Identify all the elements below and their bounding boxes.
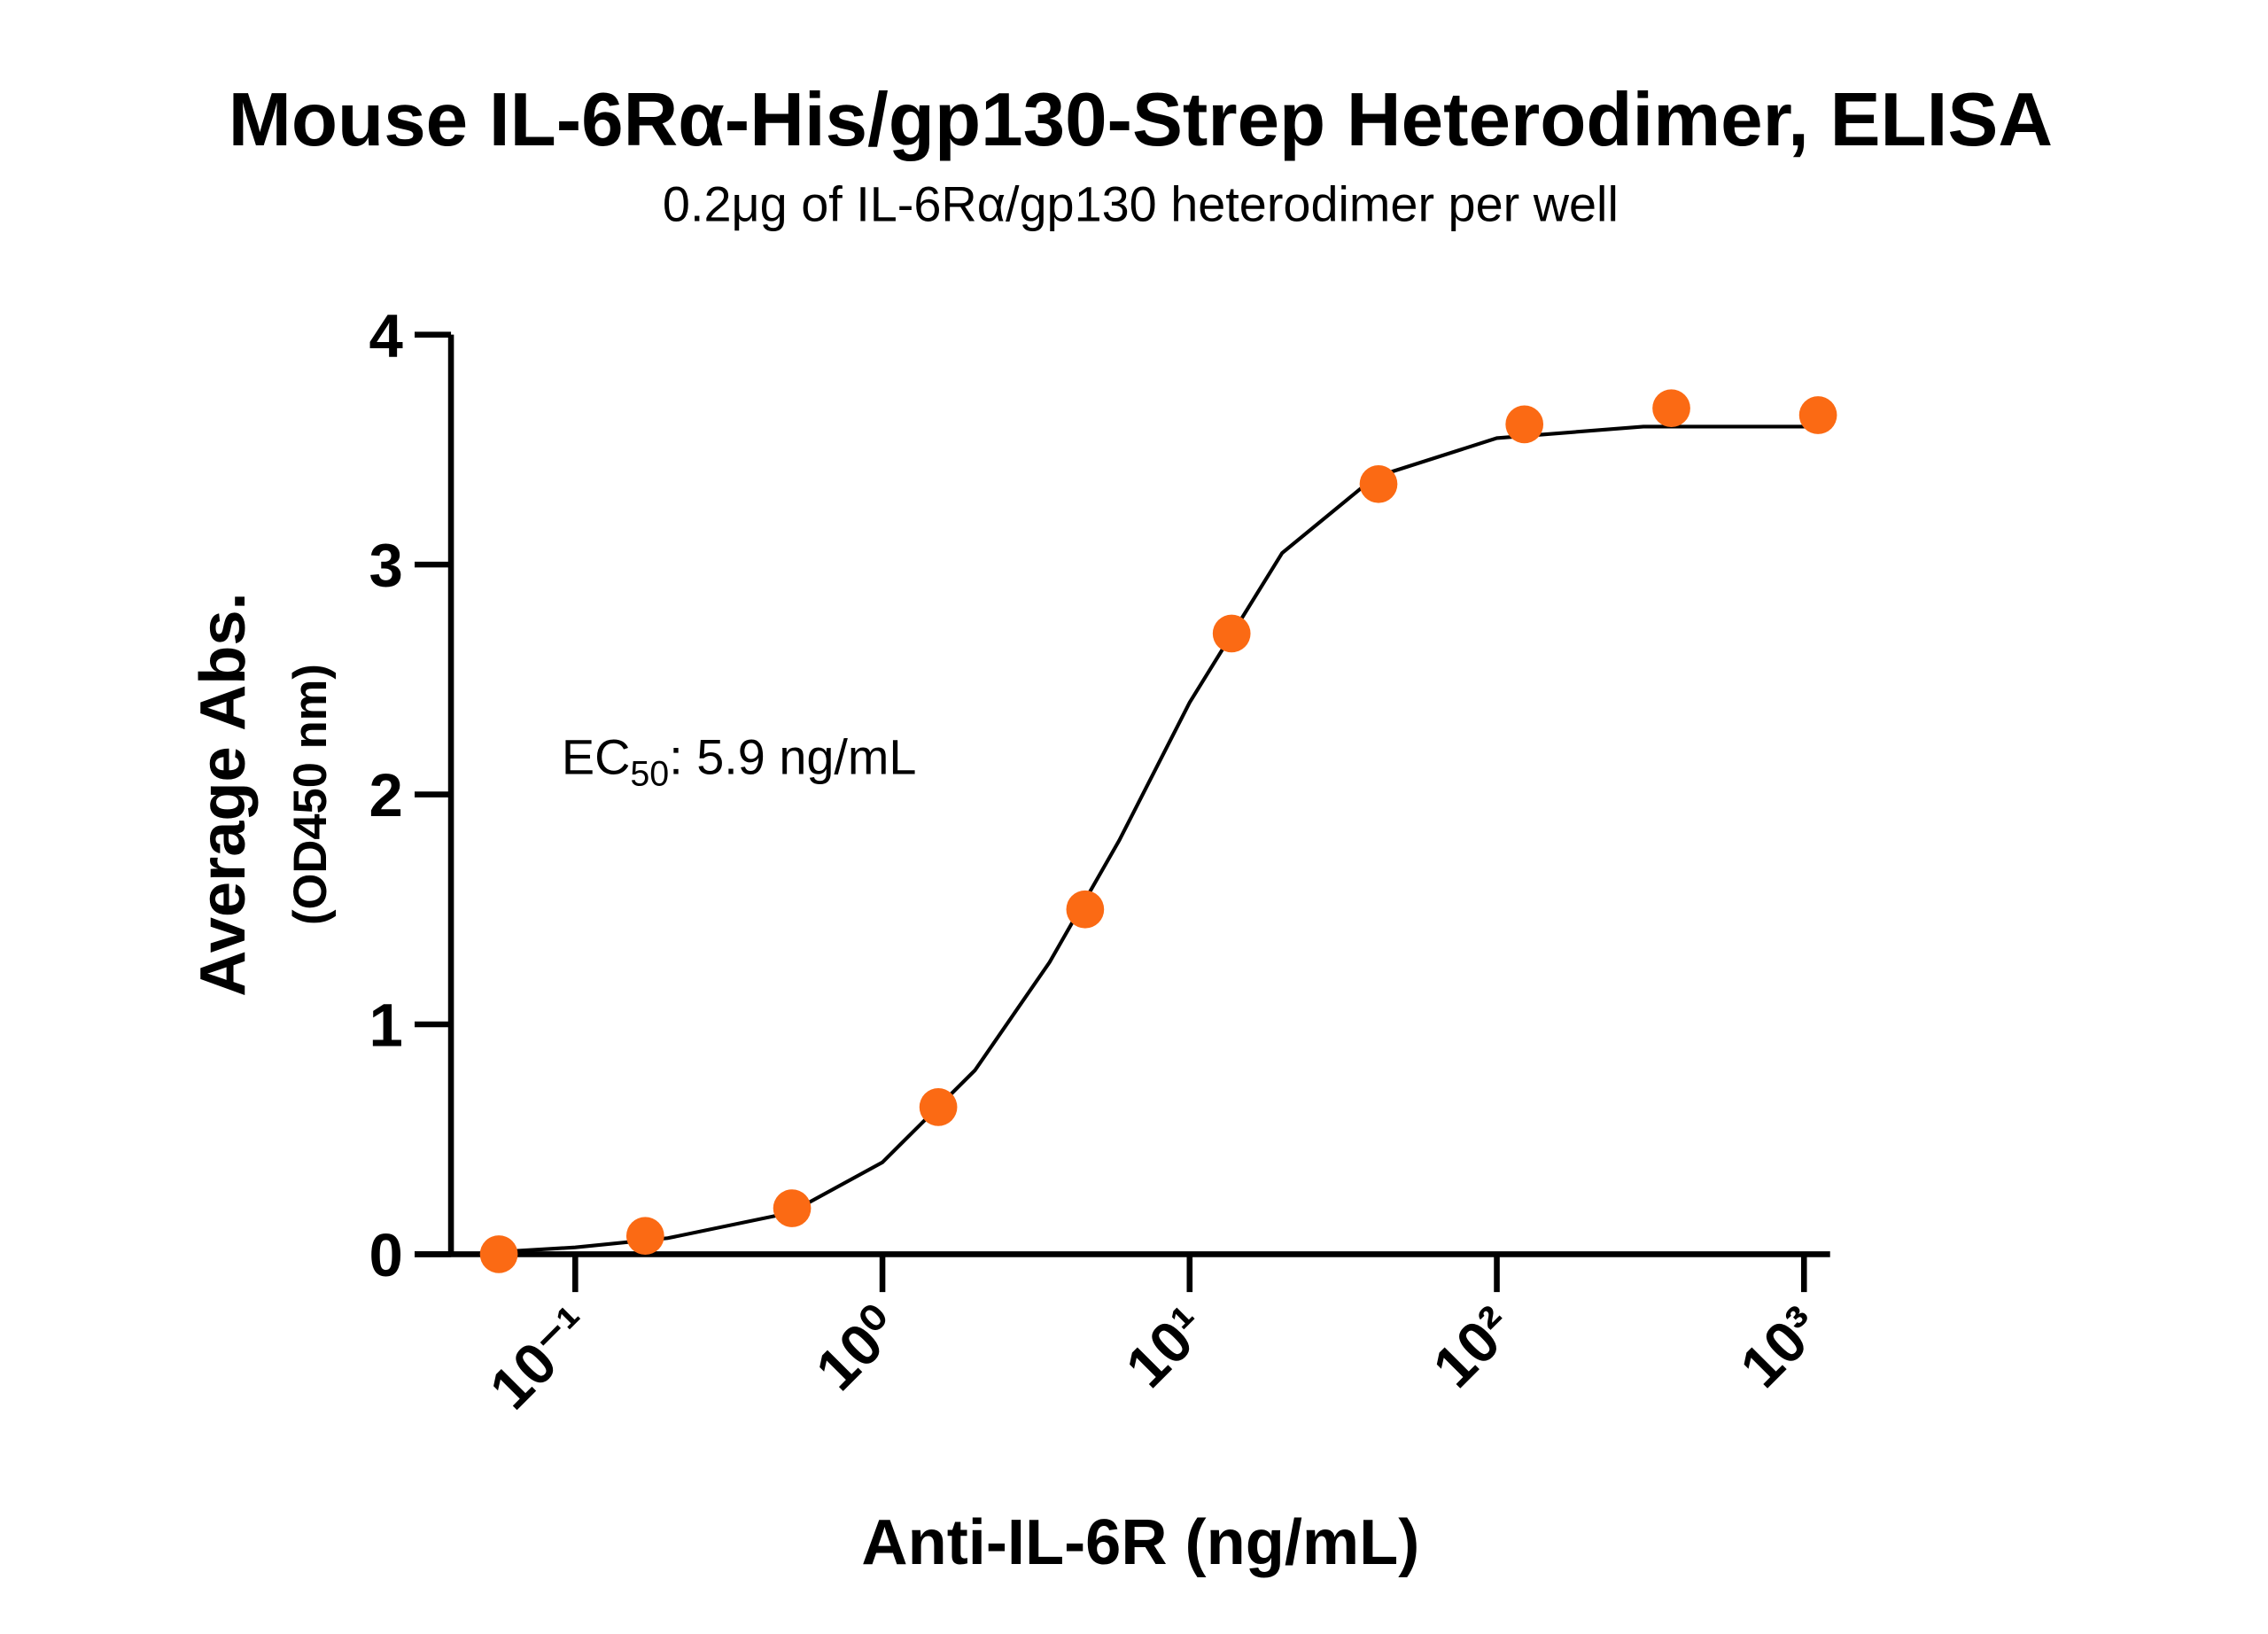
x-axis-title: Anti-IL-6R (ng/mL) xyxy=(861,1507,1419,1578)
chart-subtitle: 0.2μg of IL-6Rα/gp130 heterodimer per we… xyxy=(663,176,1619,232)
y-tick-label: 0 xyxy=(369,1221,403,1289)
chart-title: Mouse IL-6Rα-His/gp130-Strep Heterodimer… xyxy=(229,78,2053,162)
y-axis-title: Average Abs. xyxy=(188,592,259,996)
annotation-subscript: 50 xyxy=(630,755,669,794)
x-tick-label: 10⁻¹ xyxy=(478,1295,604,1421)
y-tick-label: 3 xyxy=(369,532,403,600)
data-point xyxy=(1505,405,1544,444)
fit-curve xyxy=(498,424,1819,1254)
data-point xyxy=(479,1235,518,1273)
x-tick-label: 10³ xyxy=(1728,1295,1833,1400)
data-point xyxy=(1212,614,1251,653)
annotation-text: EC xyxy=(562,729,631,785)
x-tick-label: 10² xyxy=(1421,1295,1526,1400)
y-tick-label: 4 xyxy=(369,301,403,370)
y-axis-subtitle: (OD450 nm) xyxy=(284,664,337,925)
annotation-rest: : 5.9 ng/mL xyxy=(669,729,916,785)
y-tick-label: 1 xyxy=(369,992,403,1060)
y-tick-label: 2 xyxy=(369,761,403,829)
data-point xyxy=(1652,389,1690,428)
data-point xyxy=(773,1189,812,1227)
data-point xyxy=(1798,396,1837,434)
data-point xyxy=(1359,464,1398,503)
data-point xyxy=(919,1088,958,1126)
x-tick-label: 10¹ xyxy=(1114,1295,1219,1400)
annotation: EC50: 5.9 ng/mL xyxy=(562,729,917,794)
x-tick-label: 10⁰ xyxy=(804,1295,912,1403)
data-point xyxy=(1066,890,1105,929)
data-point xyxy=(625,1217,664,1256)
